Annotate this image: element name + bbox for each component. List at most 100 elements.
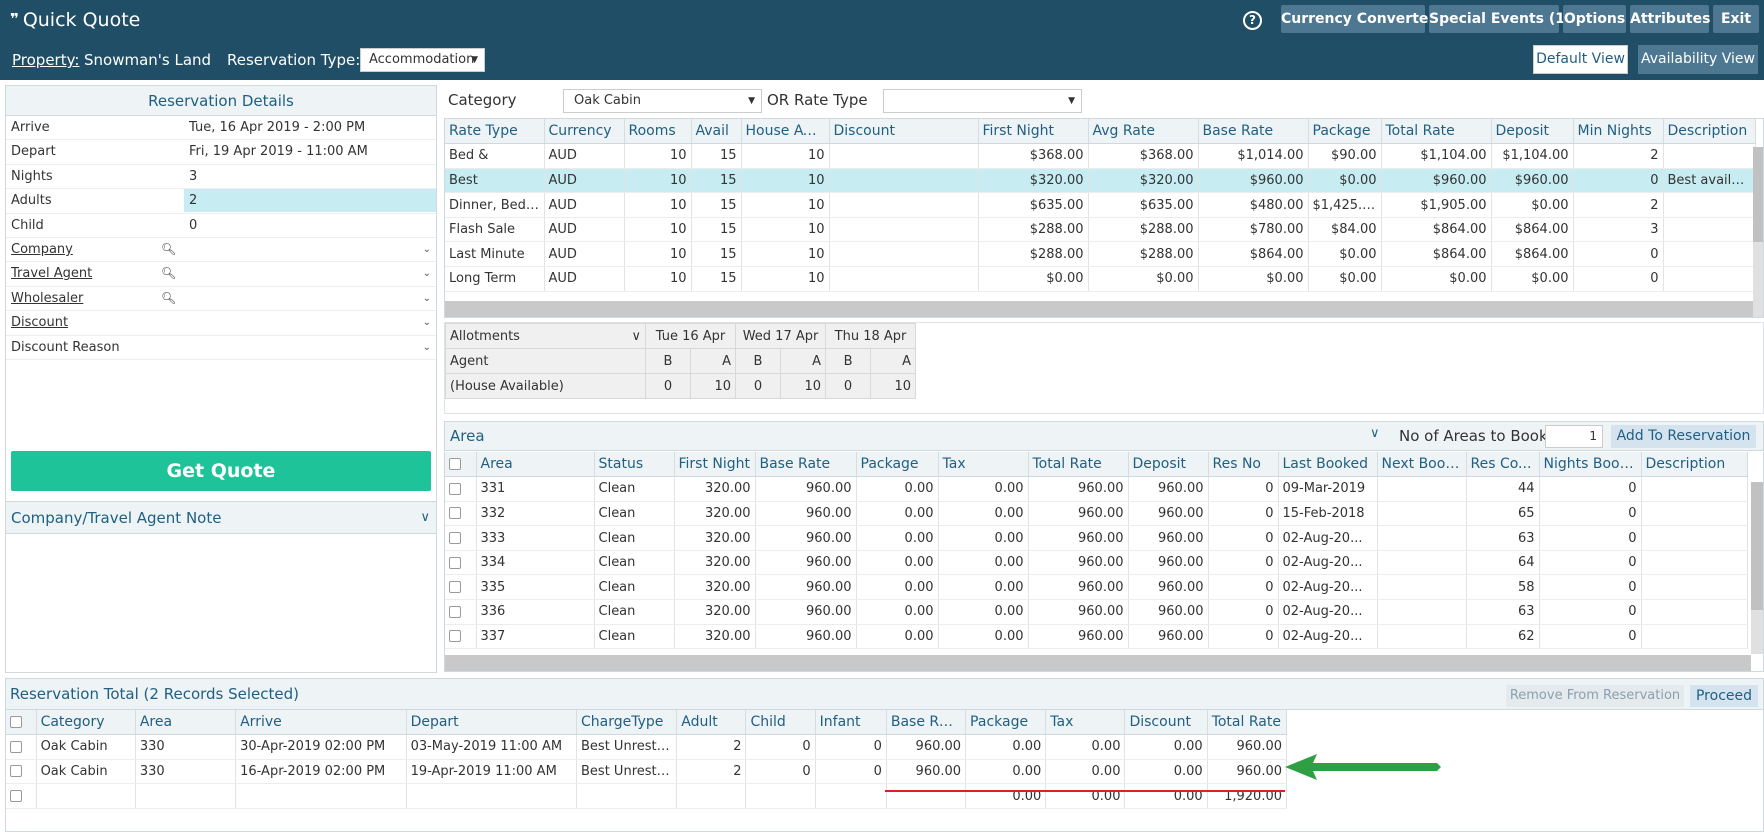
adults-value[interactable]: 2 (184, 189, 436, 213)
arrive-value[interactable]: Tue, 16 Apr 2019 - 2:00 PM (189, 120, 366, 135)
checkbox[interactable] (449, 605, 461, 618)
area-row[interactable]: 333 Clean 320.00 960.00 0.00 0.00 960.00 960.00… (445, 525, 1748, 551)
discount-select[interactable] (184, 311, 436, 334)
checkbox[interactable] (449, 581, 461, 594)
area-col-header[interactable]: Total Rate (1028, 452, 1129, 478)
rates-horizontal-scrollbar[interactable] (445, 301, 1753, 317)
reservation-type-select[interactable]: Accommodation ▼ (360, 48, 485, 72)
rate-row[interactable]: Flash Sale AUD 10 15 10 $288.00 $288.00 $780.00… (445, 217, 1756, 243)
currency-converter-button[interactable]: Currency Converter (1281, 5, 1435, 33)
total-col-header[interactable]: Base Rate (886, 710, 967, 736)
scrollbar-thumb[interactable] (1751, 482, 1763, 610)
area-col-header[interactable]: Status (594, 452, 675, 478)
area-col-header[interactable]: Package (856, 452, 939, 478)
checkbox[interactable] (449, 532, 461, 545)
rates-col-header[interactable]: Rooms (624, 119, 692, 145)
wholesaler-row[interactable]: Wholesaler 🔍︎ ⌄ (6, 287, 436, 312)
area-row[interactable]: 334 Clean 320.00 960.00 0.00 0.00 960.00 960.00… (445, 550, 1748, 576)
row-checkbox-cell[interactable] (445, 476, 477, 502)
checkbox[interactable] (449, 458, 461, 471)
total-col-header[interactable]: Package (965, 710, 1047, 736)
travel-agent-label[interactable]: Travel Agent (11, 266, 93, 282)
area-row[interactable]: 336 Clean 320.00 960.00 0.00 0.00 960.00 960.00… (445, 599, 1748, 625)
depart-value[interactable]: Fri, 19 Apr 2019 - 11:00 AM (189, 144, 368, 160)
total-col-header[interactable]: Tax (1045, 710, 1126, 736)
availability-view-button[interactable]: Availability View (1638, 45, 1758, 74)
total-col-header[interactable]: Arrive (235, 710, 407, 736)
rate-row[interactable]: Long Term AUD 10 15 10 $0.00 $0.00 $0.00 $0.00 $0… (445, 266, 1756, 292)
checkbox[interactable] (449, 507, 461, 520)
area-col-header[interactable]: Description (1641, 452, 1748, 478)
total-row[interactable]: Oak Cabin 330 16-Apr-2019 02:00 PM 19-Apr-2… (6, 759, 1288, 785)
checkbox[interactable] (449, 556, 461, 569)
row-checkbox-cell[interactable] (445, 574, 477, 601)
rate-row[interactable]: Dinner, Bed & AUD 10 15 10 $635.00 $635.00 $480… (445, 192, 1756, 218)
checkbox[interactable] (10, 740, 22, 753)
row-checkbox-cell[interactable] (445, 525, 477, 551)
nights-value[interactable]: 3 (189, 168, 198, 184)
totals-summary-row[interactable]: 0.00 0.00 0.00 1,920.00 (6, 783, 1288, 809)
rates-col-header[interactable]: House Ava... (741, 119, 830, 145)
company-label[interactable]: Company (11, 241, 73, 257)
proceed-button[interactable]: Proceed (1690, 685, 1758, 707)
area-vertical-scrollbar[interactable] (1751, 482, 1763, 654)
search-icon[interactable]: 🔍︎ (161, 290, 177, 305)
add-to-reservation-button[interactable]: Add To Reservation (1611, 425, 1756, 448)
checkbox[interactable] (10, 716, 22, 729)
row-checkbox-cell[interactable] (445, 550, 477, 576)
travel-agent-select[interactable] (184, 262, 436, 285)
area-col-header[interactable]: Next Book... (1377, 452, 1467, 478)
area-col-header[interactable]: Nights Book... (1539, 452, 1642, 478)
row-checkbox-cell[interactable] (445, 599, 477, 625)
total-col-header[interactable]: Infant (815, 710, 887, 736)
area-col-header[interactable]: Tax (938, 452, 1029, 478)
travel-agent-row[interactable]: Travel Agent 🔍︎ ⌄ (6, 262, 436, 287)
total-col-header[interactable]: Discount (1124, 710, 1208, 736)
exit-button[interactable]: Exit (1713, 5, 1759, 33)
row-checkbox-cell[interactable] (6, 759, 37, 785)
help-icon[interactable]: ? (1243, 11, 1262, 30)
company-row[interactable]: Company 🔍︎ ⌄ (6, 238, 436, 263)
chevron-down-icon[interactable]: ∨ (1370, 426, 1380, 441)
get-quote-button[interactable]: Get Quote (11, 451, 431, 491)
discount-label[interactable]: Discount (11, 315, 69, 331)
special-events-button[interactable]: Special Events (1) (1429, 5, 1571, 33)
default-view-button[interactable]: Default View (1533, 45, 1628, 74)
rate-row[interactable]: Last Minute AUD 10 15 10 $288.00 $288.00 $864.0… (445, 241, 1756, 268)
checkbox[interactable] (10, 765, 22, 778)
allotments-select[interactable]: Allotments ∨ (445, 323, 646, 349)
area-col-header[interactable]: First Night (674, 452, 756, 478)
remove-from-reservation-button[interactable]: Remove From Reservation (1506, 685, 1684, 707)
area-horizontal-scrollbar[interactable] (445, 655, 1751, 671)
rate-type-select[interactable]: ▼ (883, 89, 1082, 113)
rate-row[interactable]: Best AUD 10 15 10 $320.00 $320.00 $960.00 $0.00 $… (445, 168, 1756, 194)
checkbox[interactable] (449, 482, 461, 495)
select-all-checkbox-cell[interactable] (445, 452, 477, 478)
child-value[interactable]: 0 (189, 217, 198, 233)
rates-col-header[interactable]: Currency (544, 119, 625, 145)
rates-col-header[interactable]: Avail (691, 119, 742, 145)
checkbox[interactable] (10, 790, 22, 803)
note-panel-header[interactable]: Company/Travel Agent Note ∨ (6, 502, 436, 534)
total-col-header[interactable]: Depart (406, 710, 578, 736)
search-icon[interactable]: 🔍︎ (161, 266, 177, 281)
discount-row[interactable]: Discount ⌄ (6, 311, 436, 336)
area-row[interactable]: 331 Clean 320.00 960.00 0.00 0.00 960.00 960.00… (445, 476, 1748, 502)
nights-row[interactable]: Nights 3 (6, 165, 436, 190)
rates-col-header[interactable]: Min Nights (1573, 119, 1664, 145)
rates-col-header[interactable]: Deposit (1491, 119, 1574, 145)
rates-vertical-scrollbar[interactable] (1753, 147, 1763, 317)
depart-row[interactable]: Depart Fri, 19 Apr 2019 - 11:00 AM (6, 140, 436, 165)
scrollbar-thumb[interactable] (1753, 147, 1763, 242)
rates-col-header[interactable]: Avg Rate (1088, 119, 1199, 145)
total-col-header[interactable]: Category (36, 710, 136, 736)
row-checkbox-cell[interactable] (6, 783, 37, 809)
attributes-button[interactable]: Attributes (1630, 5, 1710, 33)
checkbox[interactable] (449, 630, 461, 643)
rates-col-header[interactable]: Package (1308, 119, 1382, 145)
area-col-header[interactable]: Deposit (1128, 452, 1209, 478)
rates-col-header[interactable]: First Night (978, 119, 1089, 145)
area-col-header[interactable]: Res Co... (1466, 452, 1540, 478)
category-select[interactable]: Oak Cabin ▼ (563, 89, 762, 113)
row-checkbox-cell[interactable] (445, 501, 477, 527)
